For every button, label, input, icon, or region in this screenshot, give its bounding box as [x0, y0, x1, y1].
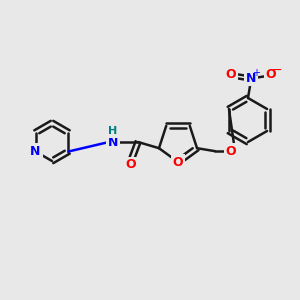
Text: O: O — [173, 155, 183, 169]
Text: +: + — [252, 68, 260, 78]
Text: O: O — [226, 145, 236, 158]
Text: O: O — [126, 158, 136, 172]
Text: O: O — [266, 68, 276, 82]
Text: N: N — [246, 71, 256, 85]
Text: O: O — [226, 68, 236, 82]
Text: N: N — [108, 136, 118, 148]
Text: N: N — [30, 145, 41, 158]
Text: −: − — [272, 64, 282, 76]
Text: H: H — [108, 126, 118, 136]
